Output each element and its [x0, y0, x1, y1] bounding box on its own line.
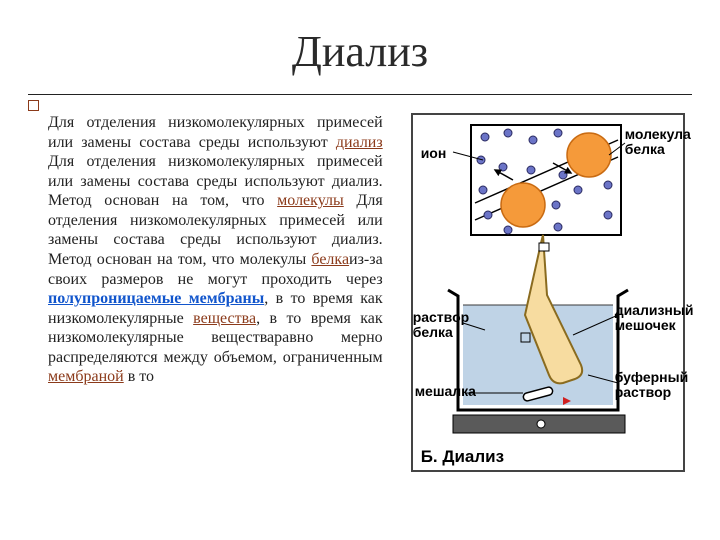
- body: Для отделения низкомолекулярных примесей…: [0, 95, 720, 472]
- text-run: Для отделения низкомолекулярных примесей…: [48, 114, 383, 151]
- title-area: Диализ: [0, 0, 720, 76]
- underline-square-icon: [28, 100, 39, 111]
- body-text: Для отделения низкомолекулярных примесей…: [48, 113, 383, 472]
- text-run: в то: [124, 368, 154, 385]
- label-ion: ион: [421, 145, 447, 161]
- slide: Диализ Для отделения низкомолекулярных п…: [0, 0, 720, 540]
- title-underline: [28, 94, 692, 95]
- label-dialysis-bag: диализный мешочек: [615, 303, 683, 332]
- figure-caption: Б. Диализ: [421, 447, 504, 467]
- link-membrane2[interactable]: мембраной: [48, 368, 124, 385]
- link-membranes[interactable]: полупроницаемые мембраны: [48, 290, 264, 307]
- dialysis-diagram: [413, 115, 683, 470]
- link-protein[interactable]: белка: [311, 251, 349, 268]
- label-stirrer: мешалка: [415, 383, 476, 399]
- label-buffer: буферный раствор: [615, 370, 683, 399]
- label-protein-solution: раствор белка: [413, 310, 471, 339]
- figure-frame: ион молекула белка раствор белка диализн…: [411, 113, 685, 472]
- link-dialysis[interactable]: диализ: [336, 134, 383, 151]
- label-protein-molecule: молекула белка: [625, 127, 683, 156]
- slide-title: Диализ: [0, 28, 720, 76]
- link-substances[interactable]: вещества: [193, 310, 256, 327]
- figure-area: ион молекула белка раствор белка диализн…: [401, 113, 696, 472]
- link-molecules[interactable]: молекулы: [277, 192, 344, 209]
